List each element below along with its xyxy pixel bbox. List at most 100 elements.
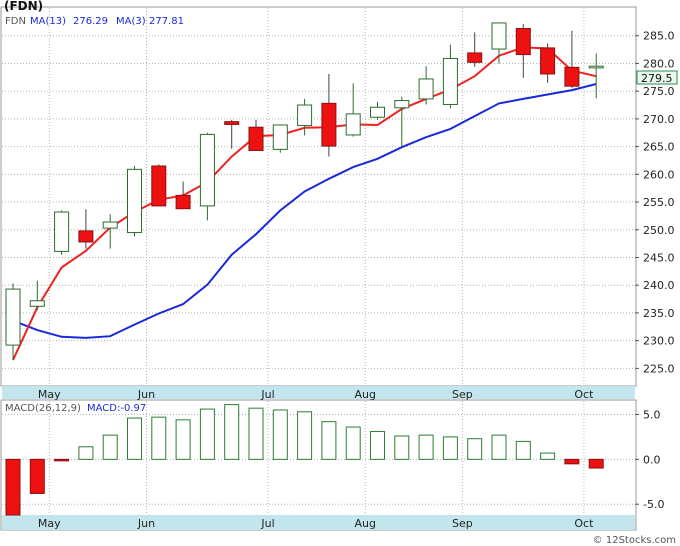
macd-bar xyxy=(199,408,215,460)
candle xyxy=(297,98,313,136)
macd-bar xyxy=(29,458,45,494)
candle-body xyxy=(248,126,264,151)
candle-body xyxy=(588,65,604,69)
candle xyxy=(175,181,191,210)
candle-body xyxy=(418,78,434,100)
macd-bar xyxy=(491,434,507,460)
candle xyxy=(102,214,118,249)
candle-body xyxy=(224,121,240,125)
price-month-label: Jun xyxy=(137,388,155,401)
ticker-label: (FDN) xyxy=(4,0,43,13)
macd-tick-label: -5.0 xyxy=(643,498,664,511)
legend-ma3-value: 277.81 xyxy=(149,16,184,27)
candle xyxy=(54,210,70,255)
macd-bar xyxy=(345,426,361,460)
candle-body xyxy=(491,22,507,50)
candle xyxy=(321,73,337,157)
candle-body xyxy=(345,113,361,136)
candle xyxy=(588,53,604,99)
macd-bar xyxy=(540,452,556,460)
candle-body xyxy=(394,100,410,109)
price-tick-label: 275.0 xyxy=(643,85,675,98)
price-panel-frame xyxy=(0,6,637,387)
price-tick-label: 280.0 xyxy=(643,57,675,70)
macd-title: MACD(26,12,9) xyxy=(5,403,81,414)
last-price-label: 279.5 xyxy=(641,72,673,85)
price-tick-label: 245.0 xyxy=(643,251,675,264)
candle xyxy=(418,66,434,105)
macd-bar xyxy=(175,419,191,460)
candle-body xyxy=(467,52,483,63)
candle-body xyxy=(54,211,70,252)
macd-bar xyxy=(248,407,264,460)
macd-bar xyxy=(102,434,118,460)
candle xyxy=(564,30,580,88)
price-tick-label: 270.0 xyxy=(643,113,675,126)
price-month-label: Jul xyxy=(260,388,274,401)
candle-body xyxy=(564,66,580,87)
price-date-band xyxy=(2,386,635,399)
candle xyxy=(224,119,240,149)
candle xyxy=(151,164,167,207)
macd-month-label: Aug xyxy=(354,517,375,530)
price-month-label: Sep xyxy=(452,388,473,401)
macd-month-label: Jul xyxy=(260,517,274,530)
candle xyxy=(491,22,507,64)
price-tick-label: 255.0 xyxy=(643,196,675,209)
ma3-line xyxy=(12,83,597,339)
price-tick-label: 235.0 xyxy=(643,307,675,320)
price-tick-label: 230.0 xyxy=(643,335,675,348)
macd-panel-frame xyxy=(0,399,637,531)
price-tick-label: 265.0 xyxy=(643,141,675,154)
price-tick-label: 285.0 xyxy=(643,30,675,43)
macd-bar xyxy=(321,421,337,460)
macd-bar xyxy=(151,416,167,460)
candles xyxy=(5,22,604,361)
macd-bar xyxy=(297,411,313,460)
last-price-box xyxy=(636,70,678,85)
macd-month-label: Sep xyxy=(452,517,473,530)
candle xyxy=(272,124,288,153)
macd-bar xyxy=(515,440,531,460)
macd-bar xyxy=(418,434,434,460)
legend-symbol: FDN xyxy=(5,16,26,27)
price-tick-label: 240.0 xyxy=(643,279,675,292)
candle-body xyxy=(78,230,94,243)
candle xyxy=(467,32,483,67)
candle xyxy=(29,280,45,311)
date-bands: May May Jun Jun Jul Jul Aug Aug Sep Sep Oct Oct xyxy=(2,386,635,530)
candle xyxy=(540,43,556,83)
candle xyxy=(248,119,264,151)
macd-bar xyxy=(54,458,70,462)
candle-body xyxy=(175,194,191,210)
candle-body xyxy=(442,57,458,105)
macd-bar xyxy=(224,404,240,460)
candle-body xyxy=(321,102,337,147)
macd-bar xyxy=(564,458,580,465)
macd-tick-label: 0.0 xyxy=(643,453,661,466)
candle-body xyxy=(272,124,288,150)
candle xyxy=(442,44,458,109)
candle xyxy=(370,101,385,120)
macd-bar xyxy=(5,458,21,516)
price-month-label: May xyxy=(38,388,61,401)
candle-body xyxy=(199,133,215,207)
candle-body xyxy=(102,221,118,229)
macd-tick-label: 5.0 xyxy=(643,408,661,421)
legend-ma13-value: 276.29 xyxy=(73,16,108,27)
copyright-footer: © 12Stocks.com xyxy=(593,535,676,546)
candle xyxy=(515,24,531,78)
candle xyxy=(199,132,215,221)
candle xyxy=(5,283,21,361)
candle-body xyxy=(540,47,556,75)
macd-bar xyxy=(467,438,483,460)
macd-bar xyxy=(272,409,288,460)
axis-labels: 225.0 230.0 235.0 240.0 245.0 250.0 255.0 260.0… xyxy=(643,30,675,512)
macd-month-label: Jun xyxy=(137,517,155,530)
macd-bar xyxy=(394,435,410,460)
price-tick-label: 250.0 xyxy=(643,224,675,237)
macd-bar xyxy=(78,446,94,460)
macd-bar xyxy=(370,431,385,460)
